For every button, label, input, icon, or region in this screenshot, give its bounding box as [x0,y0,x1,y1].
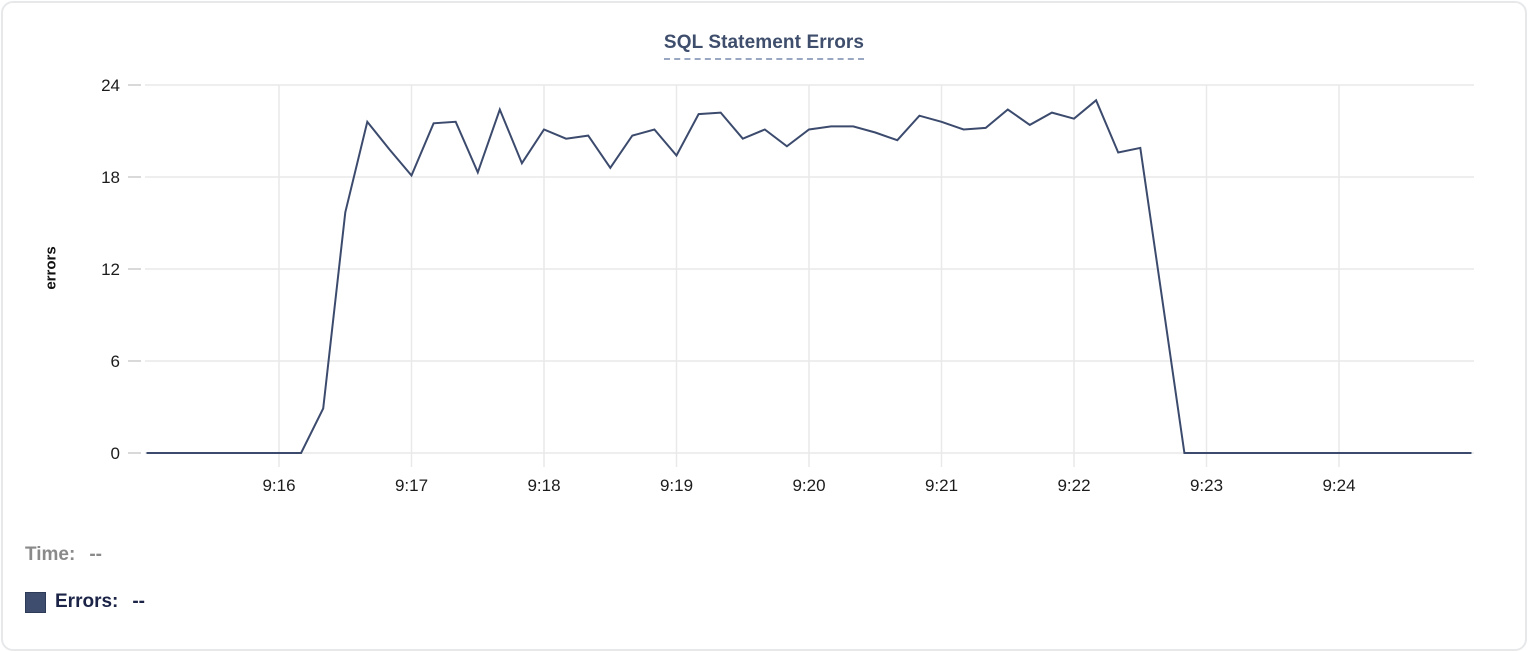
y-axis-title: errors [42,246,60,290]
y-axis-tick-label: 24 [101,76,120,95]
x-axis-tick-label: 9:22 [1057,476,1090,495]
sql-errors-line-chart[interactable]: 9:16 9:17 9:18 9:19 9:20 9:21 9:22 9:23 9:24 0 6 12… [3,3,1528,515]
x-axis-tick-label: 9:19 [660,476,693,495]
y-axis-tick-label: 6 [111,352,120,371]
y-axis-tick-label: 0 [111,444,120,463]
x-axis-tick-label: 9:16 [262,476,295,495]
x-axis-tick-label: 9:20 [792,476,825,495]
hover-readout-errors: Errors: -- [25,591,145,613]
x-axis-tick-label: 9:21 [925,476,958,495]
x-axis-tick-label: 9:18 [527,476,560,495]
chart-header: SQL Statement Errors [3,32,1525,60]
errors-value: -- [132,591,146,612]
hover-readout-time: Time: -- [25,544,102,566]
y-axis-tick-label: 12 [101,260,120,279]
errors-legend-swatch [25,591,46,613]
x-axis-tick-label: 9:17 [395,476,428,495]
x-axis-tick-label: 9:24 [1322,476,1355,495]
time-value: -- [89,544,102,565]
chart-title[interactable]: SQL Statement Errors [663,32,865,60]
errors-label: Errors: [55,591,119,612]
errors-series-line[interactable] [146,98,1472,454]
y-axis-tick-label: 18 [101,168,120,187]
x-axis-tick-label: 9:23 [1190,476,1223,495]
time-label: Time: [25,544,76,565]
